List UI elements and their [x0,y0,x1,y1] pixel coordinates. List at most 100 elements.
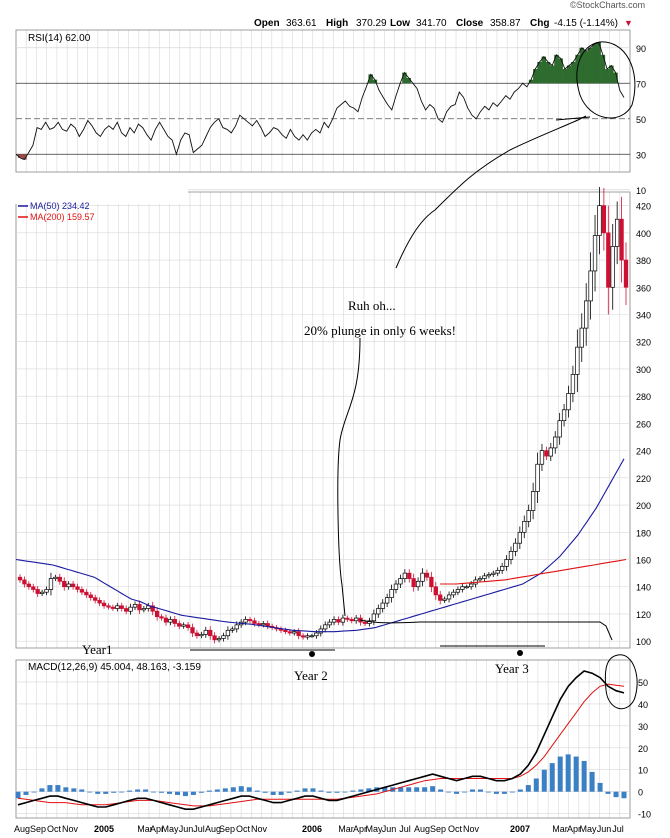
macd-histogram-bar [342,791,348,793]
chg-arrow-icon: ▼ [624,18,633,28]
candle-body [486,574,492,577]
macd-histogram-bar [430,786,436,792]
macd-histogram-bar [167,791,172,794]
macd-histogram-bar [198,791,204,793]
x-tick-label: Apr [353,824,367,834]
macd-histogram-bar [302,788,308,792]
candle-body [530,491,536,511]
candle-body [513,542,518,552]
price-tick-label: 260 [636,419,651,429]
candle-body [499,565,505,571]
candle-body [154,610,160,618]
candle-body [168,619,173,623]
x-tick-label: Oct [448,824,463,834]
macd-histogram-bar [406,787,412,792]
candle-body [141,608,147,611]
candle-body [119,605,124,609]
macd-histogram-bar [565,754,571,792]
price-tick-label: 100 [636,637,651,647]
macd-histogram-bar [350,790,356,792]
annotation-year2: Year 2 [294,668,328,683]
candle-body [362,621,368,624]
candle-body [318,628,323,634]
candle-body [407,572,412,579]
panel-border [15,29,631,173]
candle-body [597,205,602,236]
candle-body [287,631,292,634]
candle-body [247,619,253,622]
x-tick-label: Jun [179,824,194,834]
candle-body [172,619,177,624]
candle-body [265,623,270,627]
macd-signal-line [17,683,625,807]
candle-body [327,621,332,626]
macd-histogram-bar [143,789,149,792]
macd-histogram-bar [358,789,364,792]
candle-body [132,604,138,608]
x-tick-label: Oct [236,824,251,834]
year3-marker-icon [517,650,523,656]
candle-body [561,409,567,422]
candle-body [464,586,469,589]
legend-ma200: MA(200) 159.57 [30,212,95,222]
macd-histogram-bar [127,790,133,792]
annotation-year1: Year1 [82,642,112,657]
x-tick-label: Nov [62,824,79,834]
macd-histogram-bar [398,787,404,792]
candle-body [296,631,301,637]
candle-body [508,551,514,560]
macd-tick-label: 50 [638,678,648,688]
macd-histogram-bar [262,791,268,793]
candle-body [177,623,182,627]
candle-body [566,393,571,411]
macd-histogram-bar [151,791,157,793]
macd-histogram-bar [206,790,212,792]
macd-histogram-bar [238,786,244,792]
rsi-tick-label: 70 [636,79,646,89]
candle-body [212,635,217,641]
macd-histogram-bar [485,791,491,793]
candle-body [482,575,487,579]
rsi-tick-label: 30 [636,150,646,160]
candle-body [393,583,399,590]
candle-body [331,619,337,623]
candle-body [415,580,421,588]
macd-histogram-bar [270,791,276,795]
rsi-tick-label: 50 [636,115,646,125]
candle-body [225,629,231,637]
candle-body [159,616,164,619]
macd-histogram-bar [47,785,53,792]
candle-body [216,638,222,641]
macd-tick-label: 10 [638,766,648,776]
candle-body [199,634,204,637]
macd-histogram-bar [15,791,21,799]
bracket-year2 [359,619,613,641]
macd-histogram-bar [278,791,284,795]
candle-body [535,463,540,492]
macd-histogram-bar [549,763,555,792]
macd-histogram-bar [190,791,196,795]
macd-histogram-bar [517,789,523,792]
candle-body [349,619,354,622]
candle-body [376,608,381,615]
candle-body [610,246,615,288]
macd-histogram-bar [23,791,29,795]
macd-histogram-bar [182,791,188,797]
candle-body [411,578,416,588]
macd-histogram-bar [71,788,77,792]
candle-body [522,521,527,533]
macd-histogram-bar [254,790,260,792]
macd-histogram-bar [230,787,236,792]
candle-body [48,578,54,590]
price-tick-label: 360 [636,283,651,293]
x-tick-label: Sep [219,824,235,834]
macd-histogram-bar [310,788,316,792]
price-tick-label: 140 [636,583,651,593]
candle-body [539,450,545,465]
close-value: 358.87 [490,18,521,29]
candle-body [433,586,438,596]
high-label: High [326,18,348,29]
candle-body [615,218,620,247]
candle-body [150,605,155,612]
